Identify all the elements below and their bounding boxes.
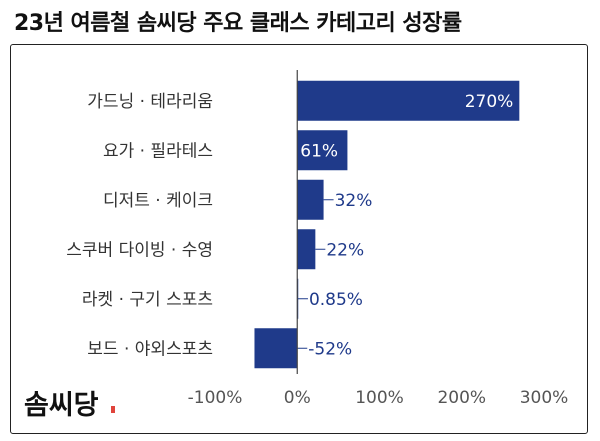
category-label-1: 요가 · 필라테스 bbox=[103, 141, 213, 161]
value-label-2: 32% bbox=[335, 191, 373, 211]
logo-text: 솜씨당 bbox=[24, 390, 99, 421]
x-tick-label-0: -100% bbox=[188, 388, 243, 408]
category-label-4: 라켓 · 구기 스포츠 bbox=[82, 290, 213, 310]
x-tick-label-4: 300% bbox=[520, 388, 569, 408]
bar-1 bbox=[297, 130, 348, 171]
x-tick-label-3: 200% bbox=[437, 388, 486, 408]
value-label-5: -52% bbox=[308, 339, 352, 359]
category-label-2: 디저트 · 케이크 bbox=[103, 191, 213, 211]
x-tick-label-1: 0% bbox=[284, 388, 311, 408]
bar-2 bbox=[297, 179, 324, 220]
chart-title: 23년 여름철 솜씨당 주요 클래스 카테고리 성장률 bbox=[14, 11, 462, 36]
chart-frame bbox=[10, 44, 588, 434]
bar-5 bbox=[254, 328, 298, 369]
somssidang-logo: 솜씨당 bbox=[22, 378, 122, 428]
value-label-3: 22% bbox=[326, 240, 364, 260]
value-label-0: 270% bbox=[465, 92, 514, 112]
logo-accent bbox=[111, 406, 115, 413]
value-label-1: 61% bbox=[300, 141, 338, 161]
category-label-3: 스쿠버 다이빙 · 수영 bbox=[66, 240, 213, 260]
value-label-4: 0.85% bbox=[309, 290, 363, 310]
bar-0 bbox=[297, 80, 520, 121]
logo-mark: 솜씨당 bbox=[24, 390, 115, 421]
x-tick-label-2: 100% bbox=[355, 388, 404, 408]
bar-3 bbox=[297, 229, 316, 270]
category-label-0: 가드닝 · 테라리움 bbox=[87, 92, 213, 112]
category-label-5: 보드 · 야외스포츠 bbox=[87, 339, 213, 359]
